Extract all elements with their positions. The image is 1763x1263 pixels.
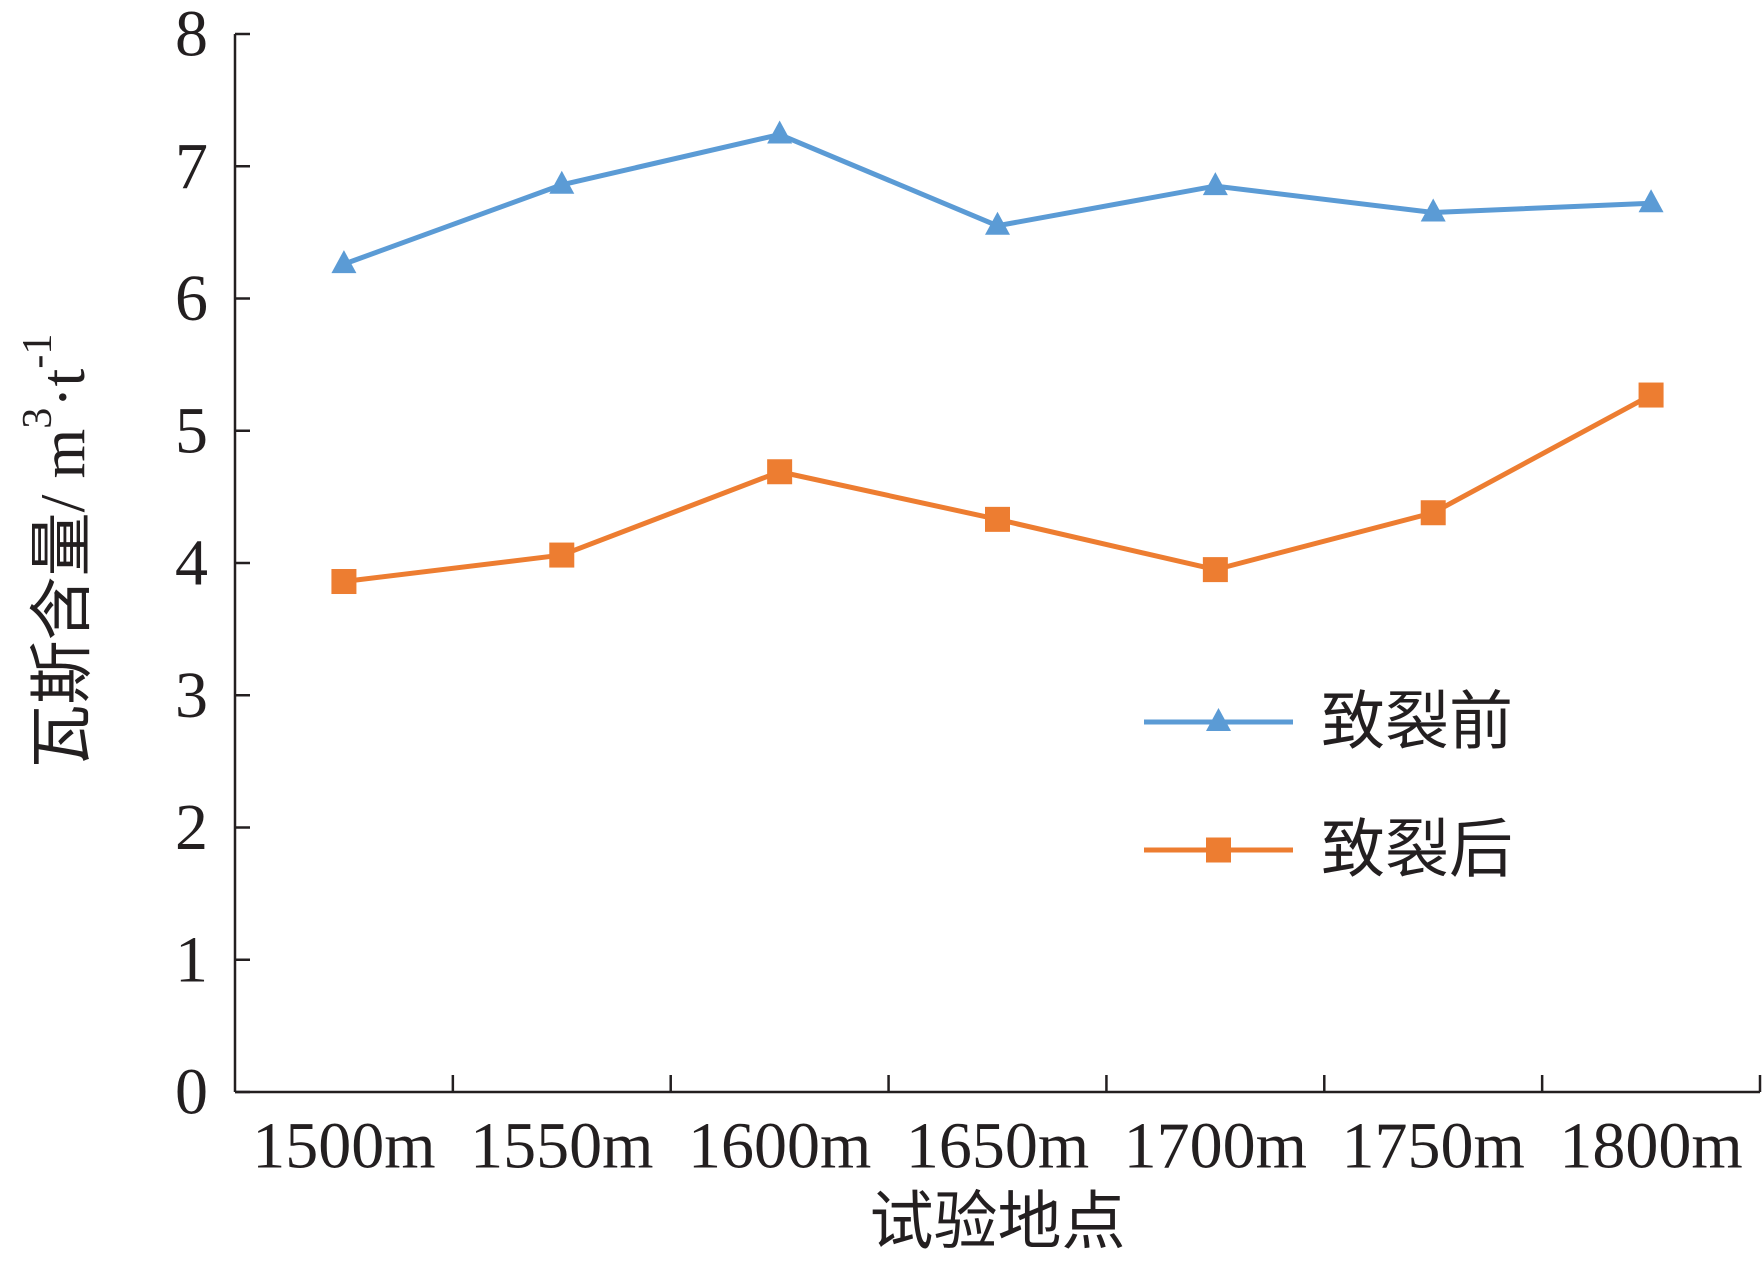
- series-2-point: [1202, 557, 1228, 583]
- x-axis-title: 试验地点: [870, 1187, 1126, 1258]
- legend-marker: [1206, 708, 1231, 731]
- legend-label: 致裂前: [1321, 687, 1513, 758]
- series-2-point: [767, 459, 793, 485]
- y-tick-label: 6: [175, 262, 208, 335]
- x-tick-label: 1700m: [1124, 1110, 1307, 1183]
- x-tick-label: 1750m: [1342, 1110, 1525, 1183]
- y-axis-title: 瓦斯含量/ m3·t-1: [15, 334, 98, 769]
- y-tick-label: 0: [175, 1056, 208, 1129]
- series-1-point: [331, 250, 357, 274]
- y-tick-label: 4: [175, 527, 208, 600]
- legend-marker: [1206, 837, 1231, 863]
- y-tick-label: 1: [175, 923, 208, 996]
- y-axis-title-superscript: 3: [15, 408, 61, 429]
- series-1-point: [985, 211, 1010, 235]
- series-1-line: [343, 132, 1652, 267]
- y-tick-label: 2: [175, 791, 208, 864]
- series-1-point: [549, 170, 575, 194]
- series-2-point: [985, 506, 1010, 532]
- x-tick-label: 1500m: [252, 1110, 435, 1183]
- series-2-line: [343, 392, 1653, 584]
- legend-item: 致裂前: [1144, 687, 1513, 758]
- y-axis-title-text: 瓦斯含量/ m: [27, 429, 98, 769]
- y-tick-label: 5: [175, 394, 208, 467]
- y-axis-title-superscript: -1: [15, 334, 61, 369]
- series-1-point: [1638, 189, 1664, 213]
- x-tick-label: 1650m: [906, 1110, 1089, 1183]
- x-tick-label: 1550m: [470, 1110, 653, 1183]
- y-axis-title-text: ·t: [27, 368, 98, 407]
- series-2-point: [549, 542, 575, 568]
- axes: 0 1 2 3 4 5 6 7 8 1500m 1550m 1600m 1650m 1700m 1750m 1…: [175, 0, 1762, 1183]
- legend-label: 致裂后: [1321, 815, 1513, 886]
- y-tick-label: 3: [175, 659, 208, 732]
- series-2-point: [331, 569, 357, 595]
- x-tick-label: 1800m: [1559, 1110, 1742, 1183]
- series-1-point: [1420, 198, 1446, 222]
- series-1: [331, 120, 1664, 274]
- series-2-point: [1638, 382, 1664, 408]
- y-tick-label: 8: [175, 0, 208, 71]
- series-2-point: [1420, 500, 1446, 526]
- series-2: [331, 382, 1664, 595]
- series-1-point: [767, 120, 793, 144]
- y-tick-label: 7: [175, 130, 208, 203]
- legend-item: 致裂后: [1144, 815, 1513, 886]
- series-1-point: [1202, 172, 1228, 196]
- x-tick-label: 1600m: [688, 1110, 871, 1183]
